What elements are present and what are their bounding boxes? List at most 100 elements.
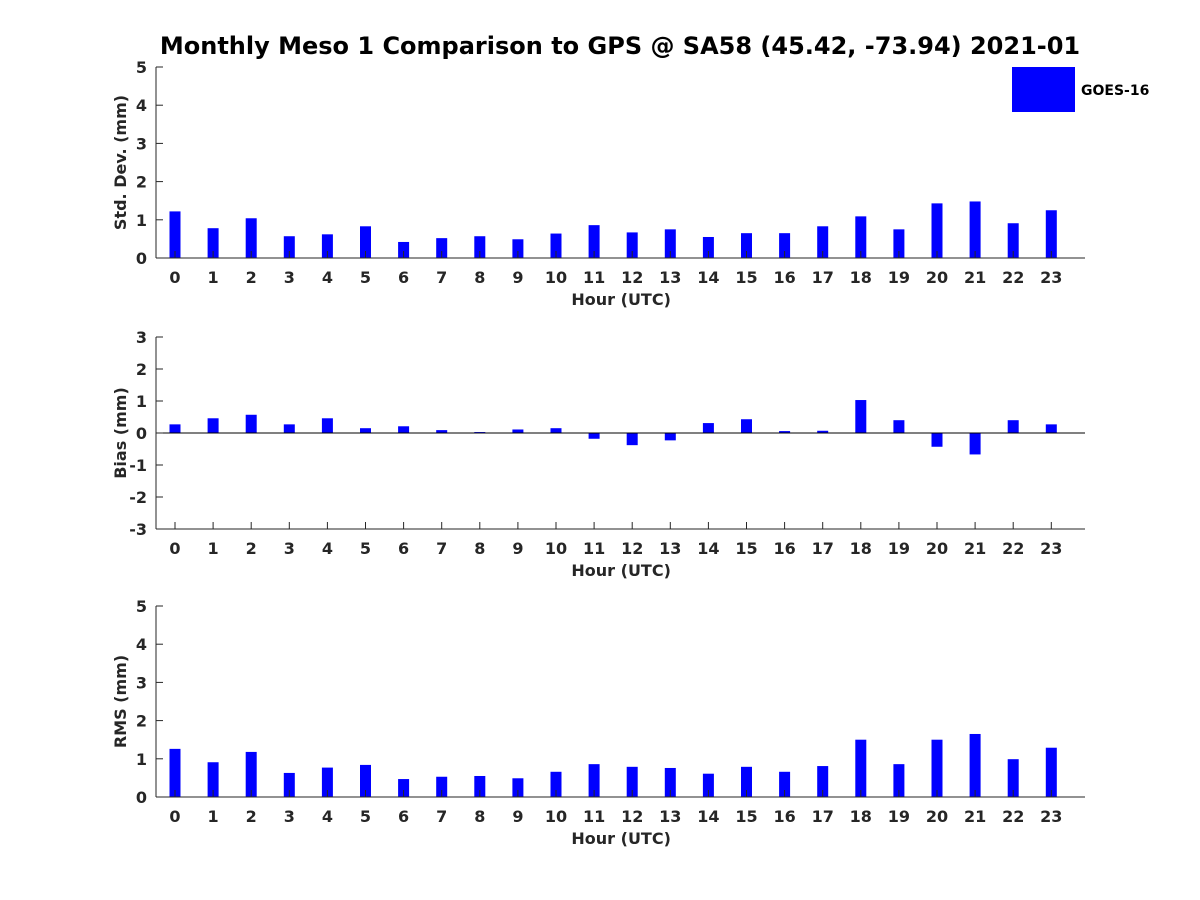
- rms-x-tick-label: 6: [398, 807, 409, 826]
- rms-x-tick-label: 4: [322, 807, 333, 826]
- std-dev-bar-hour-18: [855, 216, 867, 258]
- std-dev-bar-hour-2: [245, 218, 257, 258]
- std-dev-x-tick-label: 18: [850, 268, 872, 287]
- std-dev-bar-hour-23: [1045, 210, 1057, 258]
- rms-bar-hour-0: [169, 748, 181, 797]
- std-dev-y-axis-label: Std. Dev. (mm): [111, 95, 130, 230]
- bias-bar-hour-6: [398, 426, 410, 433]
- bias-y-tick-label: -2: [129, 488, 147, 507]
- bias-x-tick-label: 9: [512, 539, 523, 558]
- std-dev-y-tick-label: 1: [136, 211, 147, 230]
- bias-x-tick-label: 8: [474, 539, 485, 558]
- bias-x-tick-label: 6: [398, 539, 409, 558]
- bias-x-tick-label: 14: [697, 539, 719, 558]
- rms-bar-hour-19: [893, 764, 905, 797]
- legend-label: GOES-16: [1081, 83, 1149, 99]
- std-dev-x-tick-label: 2: [246, 268, 257, 287]
- legend-swatch: [1012, 67, 1075, 112]
- std-dev-y-tick-label: 4: [136, 96, 147, 115]
- std-dev-x-tick-label: 13: [659, 268, 681, 287]
- rms-x-tick-label: 12: [621, 807, 643, 826]
- rms-bar-hour-20: [931, 739, 943, 797]
- std-dev-x-tick-label: 22: [1002, 268, 1024, 287]
- std-dev-x-tick-label: 1: [208, 268, 219, 287]
- rms-y-tick-label: 1: [136, 750, 147, 769]
- std-dev-bar-hour-17: [817, 226, 829, 258]
- std-dev-x-tick-label: 19: [888, 268, 910, 287]
- rms-y-tick-label: 0: [136, 788, 147, 807]
- rms-x-tick-label: 21: [964, 807, 986, 826]
- std-dev-x-tick-label: 8: [474, 268, 485, 287]
- rms-x-tick-label: 13: [659, 807, 681, 826]
- rms-bar-hour-1: [207, 762, 219, 797]
- rms-bar-hour-10: [550, 771, 562, 797]
- std-dev-bar-hour-5: [360, 226, 371, 258]
- rms-bar-hour-6: [398, 779, 410, 797]
- bias-bar-hour-16: [779, 431, 791, 433]
- std-dev-bar-hour-11: [588, 225, 600, 258]
- bias-bar-hour-7: [436, 430, 448, 433]
- bias-bar-hour-2: [245, 414, 257, 433]
- rms-bar-hour-17: [817, 766, 829, 797]
- bias-x-tick-label: 5: [360, 539, 371, 558]
- bias-bar-hour-13: [664, 433, 676, 441]
- std-dev-x-tick-label: 15: [735, 268, 757, 287]
- rms-y-tick-label: 5: [136, 597, 147, 616]
- rms-x-tick-label: 22: [1002, 807, 1024, 826]
- rms-bar-hour-15: [741, 766, 752, 797]
- std-dev-x-tick-label: 14: [697, 268, 719, 287]
- rms-bar-hour-16: [779, 771, 791, 797]
- rms-x-tick-label: 3: [284, 807, 295, 826]
- std-dev-bar-hour-22: [1007, 223, 1019, 258]
- rms-x-tick-label: 11: [583, 807, 605, 826]
- rms-bar-hour-3: [283, 772, 295, 797]
- bias-bar-hour-12: [626, 433, 638, 446]
- rms-bar-hour-4: [321, 767, 333, 797]
- bias-y-tick-label: -1: [129, 456, 147, 475]
- bias-y-axis-label: Bias (mm): [111, 387, 130, 479]
- std-dev-bar-hour-16: [779, 233, 791, 258]
- std-dev-bar-hour-0: [169, 211, 181, 258]
- rms-x-tick-label: 8: [474, 807, 485, 826]
- std-dev-bar-hour-7: [436, 238, 448, 258]
- rms-y-tick-label: 3: [136, 673, 147, 692]
- std-dev-y-tick-label: 3: [136, 134, 147, 153]
- rms-bar-hour-22: [1007, 759, 1019, 797]
- std-dev-x-tick-label: 4: [322, 268, 333, 287]
- rms-x-tick-label: 16: [773, 807, 795, 826]
- figure-title: Monthly Meso 1 Comparison to GPS @ SA58 …: [160, 32, 1080, 60]
- bias-y-tick-label: 3: [136, 328, 147, 347]
- rms-y-axis-label: RMS (mm): [111, 655, 130, 748]
- bias-y-tick-label: 2: [136, 360, 147, 379]
- bias-x-tick-label: 12: [621, 539, 643, 558]
- bias-bar-hour-3: [283, 424, 295, 433]
- rms-x-tick-label: 9: [512, 807, 523, 826]
- rms-x-tick-label: 15: [735, 807, 757, 826]
- rms-x-tick-label: 23: [1040, 807, 1062, 826]
- std-dev-bar-hour-4: [321, 234, 333, 258]
- bias-bar-hour-20: [931, 433, 943, 447]
- bias-bar-hour-10: [550, 428, 562, 433]
- std-dev-bar-hour-1: [207, 228, 219, 258]
- rms-x-tick-label: 2: [246, 807, 257, 826]
- std-dev-bar-hour-6: [398, 241, 410, 258]
- std-dev-x-tick-label: 11: [583, 268, 605, 287]
- rms-bar-hour-18: [855, 739, 867, 797]
- bias-bar-hour-9: [512, 429, 524, 433]
- bias-bar-hour-18: [855, 400, 867, 433]
- std-dev-bar-hour-3: [283, 236, 295, 258]
- rms-bar-hour-14: [702, 773, 714, 797]
- bias-bar-hour-14: [702, 423, 714, 433]
- std-dev-x-tick-label: 5: [360, 268, 371, 287]
- rms-x-tick-label: 10: [545, 807, 567, 826]
- bias-x-tick-label: 23: [1040, 539, 1062, 558]
- bias-x-tick-label: 17: [812, 539, 834, 558]
- rms-y-tick-label: 4: [136, 635, 147, 654]
- bias-x-tick-label: 7: [436, 539, 447, 558]
- rms-bar-hour-21: [969, 733, 981, 797]
- rms-bar-hour-23: [1045, 747, 1057, 797]
- bias-bar-hour-0: [169, 424, 181, 433]
- std-dev-x-tick-label: 9: [512, 268, 523, 287]
